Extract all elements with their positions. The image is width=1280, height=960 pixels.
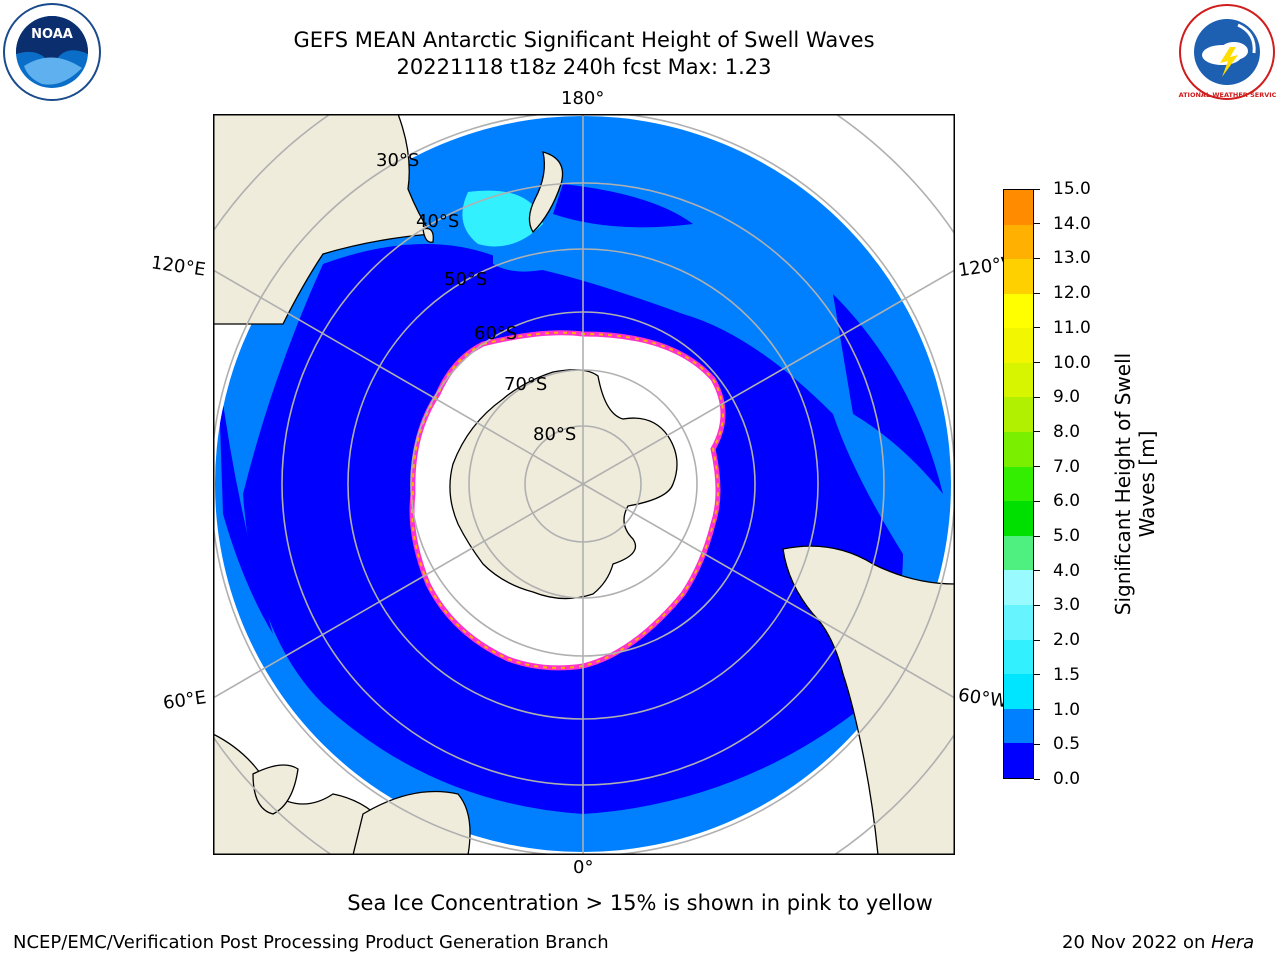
colorbar-tick-label: 2.0 — [1053, 630, 1081, 651]
colorbar-label-line1: Significant Height of Swell — [1111, 352, 1135, 616]
lat-label-80s: 80°S — [533, 424, 577, 445]
colorbar-tick-mark — [1034, 362, 1040, 364]
colorbar-tick-label: 10.0 — [1053, 352, 1091, 373]
footer-branch: NCEP/EMC/Verification Post Processing Pr… — [13, 932, 609, 953]
lon-label-60w: 60°W — [956, 684, 1009, 713]
colorbar-tick-label: 12.0 — [1053, 283, 1091, 304]
lon-label-120e: 120°E — [149, 252, 207, 281]
colorbar-tick-label: 11.0 — [1053, 317, 1091, 338]
colorbar-tick-label: 5.0 — [1053, 526, 1081, 547]
colorbar-label: Significant Height of Swell Waves [m] — [1111, 349, 1159, 619]
new-zealand — [528, 151, 564, 234]
colorbar — [1003, 189, 1034, 779]
colorbar-tick-mark — [1034, 778, 1040, 780]
colorbar-segment — [1004, 605, 1033, 640]
colorbar-tick-mark — [1034, 257, 1040, 259]
colorbar-tick-mark — [1034, 223, 1040, 225]
lon-label-60e: 60°E — [161, 687, 208, 714]
antarctica — [449, 369, 678, 600]
madagascar — [252, 764, 299, 815]
colorbar-tick-label: 15.0 — [1053, 179, 1091, 199]
colorbar-tick-mark — [1034, 570, 1040, 572]
lon-label-0: 0° — [573, 857, 594, 878]
colorbar-segment — [1004, 224, 1033, 260]
colorbar-segment — [1004, 639, 1033, 675]
tasmania — [422, 227, 434, 243]
colorbar-segment — [1004, 259, 1033, 294]
graticule — [213, 114, 955, 855]
nws-logo-text: NATIONAL WEATHER SERVICE — [1178, 91, 1276, 99]
swell-1.0-1.5-patch — [462, 190, 543, 247]
colorbar-segment — [1004, 397, 1033, 433]
lat-label-70s: 70°S — [504, 374, 548, 395]
colorbar-segment — [1004, 432, 1033, 467]
colorbar-segment — [1004, 362, 1033, 398]
lat-label-60s: 60°S — [474, 323, 518, 344]
polar-map — [213, 114, 955, 855]
colorbar-segment — [1004, 708, 1033, 744]
colorbar-tick-mark — [1034, 292, 1040, 294]
southern-africa-tip — [352, 790, 471, 855]
lat-label-40s: 40°S — [416, 211, 460, 232]
colorbar-segment — [1004, 189, 1033, 225]
lon-label-180: 180° — [561, 88, 605, 109]
colorbar-tick-mark — [1034, 188, 1040, 190]
colorbar-tick-mark — [1034, 674, 1040, 676]
lat-label-30s: 30°S — [376, 150, 420, 171]
noaa-logo: NOAA — [3, 3, 101, 101]
sea-ice-note: Sea Ice Concentration > 15% is shown in … — [347, 891, 933, 915]
map-frame — [213, 114, 955, 855]
page-subtitle: 20221118 t18z 240h fcst Max: 1.23 — [396, 55, 772, 79]
colorbar-tick-label: 0.0 — [1053, 769, 1081, 789]
colorbar-tick-label: 9.0 — [1053, 387, 1081, 408]
colorbar-segment — [1004, 328, 1033, 363]
footer-host: Hera — [1211, 932, 1255, 953]
colorbar-tick-mark — [1034, 604, 1040, 606]
colorbar-tick-mark — [1034, 327, 1040, 329]
sea-ice-edge — [411, 331, 724, 669]
page-title: GEFS MEAN Antarctic Significant Height o… — [293, 28, 875, 52]
colorbar-segment — [1004, 674, 1033, 709]
map-canvas — [213, 114, 955, 855]
footer-date: 20 Nov 2022 on Hera — [1062, 932, 1254, 953]
colorbar-tick-label: 3.0 — [1053, 595, 1081, 616]
colorbar-label-line2: Waves [m] — [1135, 430, 1159, 538]
nws-logo: NATIONAL WEATHER SERVICE — [1178, 4, 1276, 100]
colorbar-tick-mark — [1034, 639, 1040, 641]
colorbar-segment — [1004, 570, 1033, 606]
colorbar-segment — [1004, 501, 1033, 536]
colorbar-segment — [1004, 293, 1033, 329]
colorbar-tick-mark — [1034, 535, 1040, 537]
colorbar-tick-label: 1.5 — [1053, 664, 1081, 685]
colorbar-tick-label: 0.5 — [1053, 734, 1081, 755]
colorbar-segment — [1004, 743, 1033, 778]
colorbar-tick-mark — [1034, 709, 1040, 711]
colorbar-tick-mark — [1034, 431, 1040, 433]
colorbar-tick-label: 8.0 — [1053, 421, 1081, 442]
colorbar-tick-mark — [1034, 466, 1040, 468]
colorbar-tick-label: 6.0 — [1053, 491, 1081, 512]
colorbar-segment — [1004, 466, 1033, 502]
colorbar-tick-mark — [1034, 743, 1040, 745]
colorbar-tick-mark — [1034, 396, 1040, 398]
colorbar-tick-label: 1.0 — [1053, 699, 1081, 720]
colorbar-tick-label: 14.0 — [1053, 213, 1091, 234]
lat-label-50s: 50°S — [444, 269, 488, 290]
colorbar-segment — [1004, 535, 1033, 571]
colorbar-tick-mark — [1034, 500, 1040, 502]
noaa-logo-text: NOAA — [31, 27, 73, 42]
colorbar-tick-label: 7.0 — [1053, 456, 1081, 477]
footer-date-text: 20 Nov 2022 on — [1062, 932, 1212, 953]
colorbar-tick-label: 13.0 — [1053, 248, 1091, 269]
colorbar-tick-label: 4.0 — [1053, 560, 1081, 581]
